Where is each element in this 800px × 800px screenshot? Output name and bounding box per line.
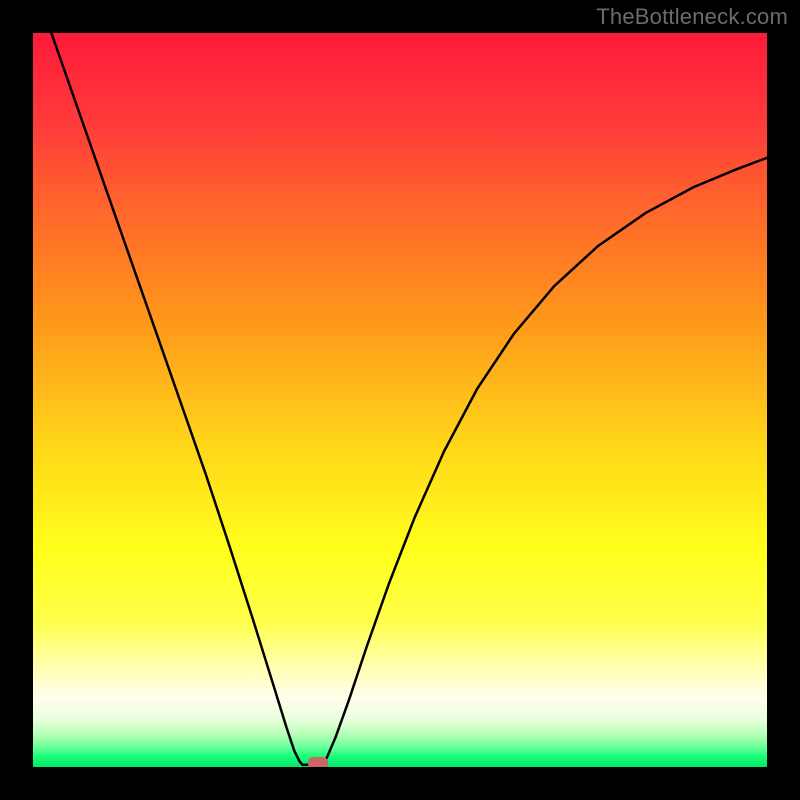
watermark-text: TheBottleneck.com [596, 4, 788, 30]
optimal-point-marker [308, 757, 328, 767]
frame-left [0, 0, 33, 800]
frame-right [767, 0, 800, 800]
plot-area [33, 33, 767, 767]
bottleneck-curve [33, 33, 767, 767]
frame-bottom [0, 767, 800, 800]
